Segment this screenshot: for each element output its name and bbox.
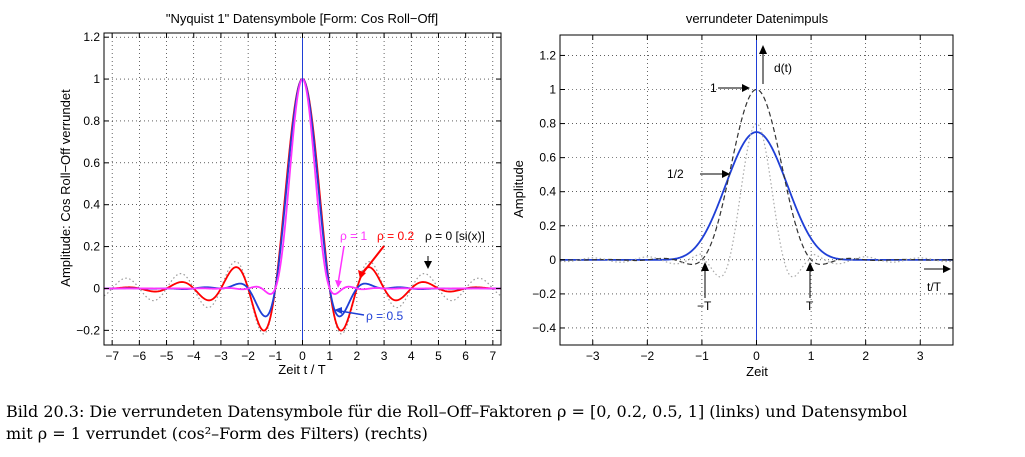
annotation-rho-0-5-arrowhead: [334, 307, 342, 314]
l-y-tick-label: 0.2: [83, 240, 100, 254]
r-y-tick-label: −0.4: [532, 321, 556, 335]
l-x-tick-label: 2: [354, 349, 361, 363]
l-x-tick-label: 1: [326, 349, 333, 363]
right-x-ticks: −3 −2 −1 0 1 2 3: [586, 35, 924, 363]
figure-caption: Bild 20.3: Die verrundeten Datensymbole …: [6, 401, 1021, 445]
l-y-tick-label: 1: [93, 72, 100, 86]
l-x-tick-label: 4: [408, 349, 415, 363]
annotation-rho-0-2-arrow: [361, 245, 385, 275]
left-x-axis-label: Zeit t / T: [278, 362, 325, 377]
r-x-tick-label: −2: [640, 349, 654, 363]
l-x-tick-label: −1: [268, 349, 282, 363]
left-grid: [104, 33, 501, 345]
annotation-rho-0-5: ρ = 0.5: [366, 309, 404, 323]
caption-line-2: mit ρ = 1 verrundet (cos²–Form des Filte…: [6, 424, 428, 443]
l-x-tick-label: 3: [381, 349, 388, 363]
right-chart-title: verrundeter Datenimpuls: [686, 11, 829, 26]
l-y-tick-label: 1.2: [83, 30, 100, 44]
l-x-tick-label: −6: [133, 349, 147, 363]
r-x-tick-label: −3: [586, 349, 600, 363]
annotation-time-arrowhead: [943, 265, 951, 273]
r-x-tick-label: 3: [917, 349, 924, 363]
r-x-tick-label: 1: [808, 349, 815, 363]
r-y-tick-label: 0.6: [539, 151, 556, 165]
annotation-rho-1: ρ = 1: [340, 229, 368, 243]
annotation-peak-one: 1: [710, 81, 717, 95]
annotation-dt-arrowhead: [759, 45, 767, 54]
annotation-rho-0-2: ρ = 0.2: [377, 229, 415, 243]
r-x-tick-label: −1: [695, 349, 709, 363]
r-series-1: [559, 88, 954, 265]
l-y-tick-label: 0.4: [83, 198, 100, 212]
annotation-t-arrowhead: [806, 262, 814, 271]
left-chart-title: "Nyquist 1" Datensymbole [Form: Cos Roll…: [166, 11, 438, 26]
annotation-half-arrowhead: [722, 170, 730, 178]
annotation-rho-0-arrowhead: [424, 261, 432, 269]
left-chart: "Nyquist 1" Datensymbole [Form: Cos Roll…: [58, 11, 502, 377]
annotation-t: T: [806, 299, 814, 313]
l-y-tick-label: 0.8: [83, 114, 100, 128]
r-y-tick-label: 1: [549, 83, 556, 97]
l-y-tick-label: 0.6: [83, 156, 100, 170]
right-x-axis-label: Zeit: [746, 364, 768, 379]
left-y-ticks: −0.2 0 0.2 0.4 0.6 0.8 1 1.2: [76, 30, 501, 337]
l-x-tick-label: −2: [241, 349, 255, 363]
right-chart: verrundeter Datenimpuls −3 −2 −1 0 1 2 3 −0.4−…: [511, 11, 954, 379]
annotation-minus-t-arrowhead: [701, 262, 709, 271]
left-y-axis-label: Amplitude: Cos Roll−Off verrundet: [58, 89, 73, 287]
l-y-tick-label: −0.2: [76, 323, 100, 337]
annotation-peak-one-arrowhead: [742, 84, 750, 92]
left-x-ticks: −7 −6 −5 −4 −3 −2 −1 0 1 2 3 4 5 6 7: [105, 33, 496, 363]
l-x-tick-label: −3: [214, 349, 228, 363]
r-series-2: [559, 122, 954, 278]
r-y-tick-label: 1.2: [539, 48, 556, 62]
r-y-tick-label: 0.2: [539, 219, 556, 233]
r-x-tick-label: 2: [862, 349, 869, 363]
l-y-tick-label: 0: [93, 281, 100, 295]
annotation-dt: d(t): [774, 61, 792, 75]
r-x-tick-label: 0: [753, 349, 760, 363]
annotation-rho-1-arrow: [337, 245, 345, 285]
annotation-minus-t: −T: [697, 299, 712, 313]
annotation-rho-0: ρ = 0 [si(x)]: [425, 229, 485, 243]
caption-line-1: Bild 20.3: Die verrundeten Datensymbole …: [6, 402, 908, 421]
annotation-rho-0-2-arrowhead: [358, 270, 366, 279]
right-y-ticks: −0.4 −0.2 0 0.2 0.4 0.6 0.8 1 1.2: [532, 48, 953, 335]
l-x-tick-label: −7: [105, 349, 119, 363]
l-x-tick-label: 7: [489, 349, 496, 363]
r-y-tick-label: 0.8: [539, 117, 556, 131]
l-x-tick-label: 5: [435, 349, 442, 363]
r-y-tick-label: 0: [549, 253, 556, 267]
l-x-tick-label: −4: [187, 349, 201, 363]
annotation-rho-0-5-arrow: [339, 310, 365, 316]
l-x-tick-label: −5: [160, 349, 174, 363]
l-x-tick-label: 6: [462, 349, 469, 363]
annotation-time: t/T: [927, 280, 942, 294]
annotation-half: 1/2: [667, 167, 684, 181]
r-y-tick-label: 0.4: [539, 185, 556, 199]
l-x-tick-label: 0: [299, 349, 306, 363]
r-y-tick-label: −0.2: [532, 287, 556, 301]
right-y-axis-label: Amplitude: [511, 160, 526, 218]
annotation-rho-1-arrowhead: [335, 280, 342, 288]
